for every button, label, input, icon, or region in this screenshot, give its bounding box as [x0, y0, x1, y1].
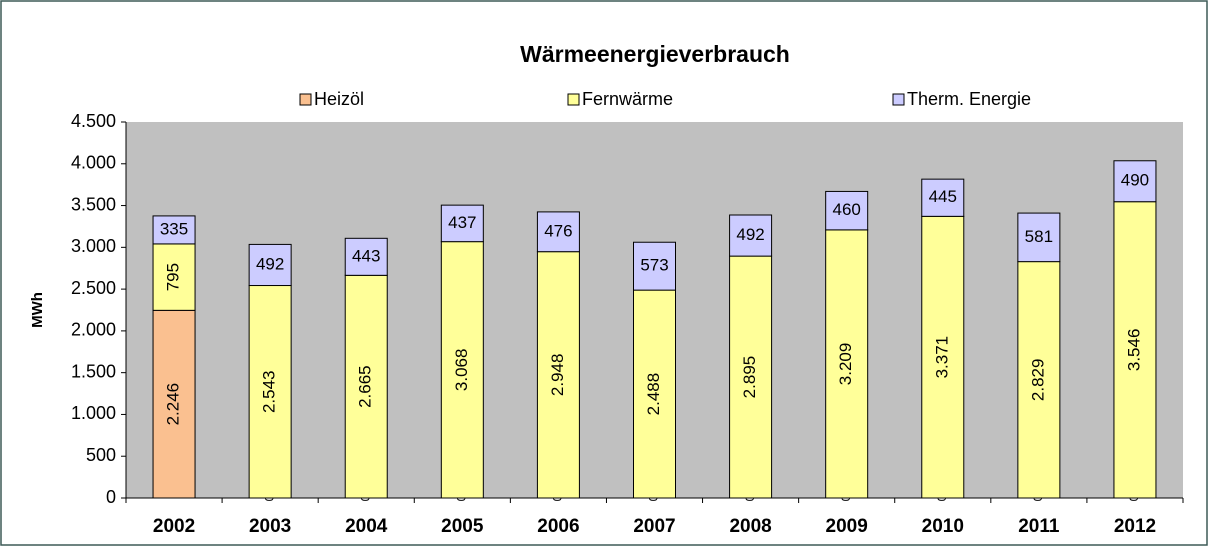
- data-label: 2.895: [740, 356, 759, 399]
- chart-title: Wärmeenergieverbrauch: [520, 41, 790, 67]
- x-tick-label: 2003: [249, 516, 291, 537]
- bar-segment: [633, 241, 676, 291]
- data-label: 2.246: [164, 383, 183, 426]
- x-tick-label: 2005: [441, 516, 484, 537]
- y-tick-label: 2.000: [71, 320, 116, 340]
- data-label: 581: [1025, 227, 1053, 246]
- bar-segment: [633, 289, 676, 499]
- data-label: 460: [832, 200, 860, 219]
- bar-segment: [1113, 201, 1157, 499]
- bar-segment: [729, 214, 773, 257]
- y-tick-label: 500: [86, 445, 116, 465]
- y-tick-label: 0: [106, 487, 116, 507]
- bar-segment: [248, 243, 292, 287]
- bar-segment: [1113, 160, 1157, 203]
- y-tick-label: 3.500: [71, 194, 116, 214]
- x-tick-label: 2007: [633, 516, 675, 537]
- data-label: 490: [1121, 171, 1149, 190]
- data-label: 795: [164, 263, 183, 291]
- bar-segment: [921, 215, 965, 499]
- bar-segment: [1017, 261, 1061, 499]
- legend-label: Therm. Energie: [907, 89, 1031, 109]
- x-tick-label: 2002: [153, 516, 195, 537]
- bar-segment: [825, 190, 869, 231]
- y-tick-label: 3.000: [71, 236, 116, 256]
- legend-label: Fernwärme: [582, 89, 673, 109]
- data-label: 2.488: [644, 373, 663, 416]
- x-tick-label: 2010: [922, 516, 964, 537]
- data-label: 2.543: [260, 370, 279, 413]
- data-label: 573: [640, 256, 668, 275]
- data-label: 445: [929, 187, 957, 206]
- x-tick-label: 2008: [729, 516, 771, 537]
- legend-swatch: [567, 93, 580, 106]
- x-tick-label: 2006: [537, 516, 579, 537]
- data-label: 437: [448, 213, 476, 232]
- data-label: 492: [736, 225, 764, 244]
- data-label: 2.665: [356, 365, 375, 408]
- data-label: 3.068: [452, 349, 471, 392]
- legend-swatch: [892, 93, 905, 106]
- bar-segment: [248, 285, 292, 499]
- bar-segment: [440, 204, 484, 243]
- bar-segment: [152, 243, 196, 311]
- y-axis-label: MWh: [29, 292, 46, 328]
- x-tick-label: 2011: [1018, 516, 1060, 537]
- bar-segment: [921, 178, 965, 217]
- y-tick-label: 1.500: [71, 361, 116, 381]
- y-tick-label: 1.000: [71, 403, 116, 423]
- bar-segment: [152, 215, 196, 245]
- x-tick-label: 2004: [345, 516, 388, 537]
- y-tick-label: 4.000: [71, 153, 116, 173]
- bar-segment: [344, 237, 388, 276]
- bar-segment: [1017, 212, 1061, 263]
- bar-segment: [536, 211, 580, 253]
- data-label: 2.948: [548, 354, 567, 397]
- y-tick-label: 2.500: [71, 278, 116, 298]
- data-label: 476: [544, 221, 572, 240]
- data-label: 443: [352, 246, 380, 265]
- data-label: 3.371: [932, 336, 951, 379]
- bar-segment: [825, 229, 869, 499]
- x-tick-label: 2012: [1114, 516, 1156, 537]
- data-label: 2.829: [1028, 359, 1047, 402]
- data-label: 335: [160, 219, 188, 238]
- bar-segment: [536, 251, 580, 499]
- data-label: 3.209: [836, 343, 855, 386]
- data-label: 3.546: [1124, 329, 1143, 372]
- bar-segment: [152, 309, 196, 499]
- bar-segment: [344, 274, 388, 499]
- x-tick-label: 2009: [826, 516, 868, 537]
- legend-label: Heizöl: [314, 89, 364, 109]
- legend-swatch: [299, 93, 312, 106]
- bar-segment: [440, 241, 484, 499]
- data-label: 492: [256, 254, 284, 273]
- y-tick-label: 4.500: [71, 111, 116, 131]
